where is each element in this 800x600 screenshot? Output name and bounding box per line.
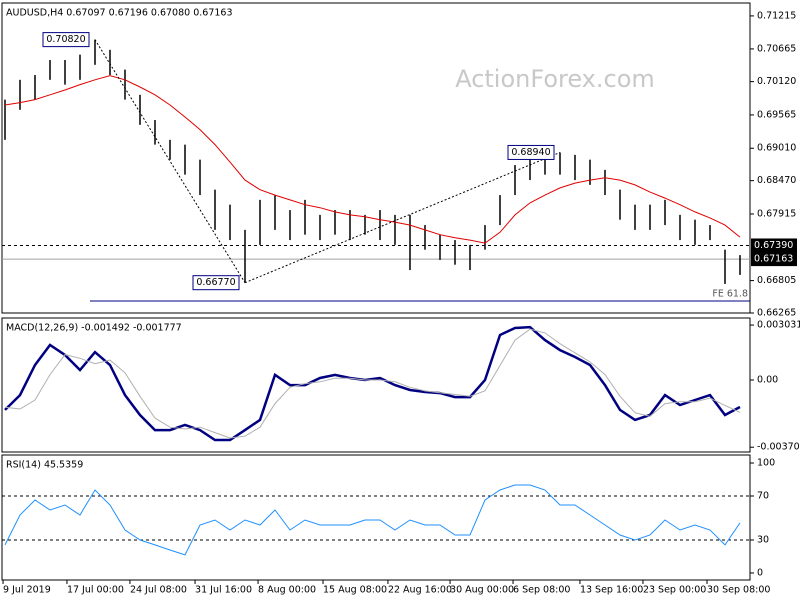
annotation-box xyxy=(42,32,90,48)
series-line xyxy=(4,484,741,556)
y-tick-label: 0.00 xyxy=(757,375,778,386)
panel-title: MACD(12,26,9) -0.001492 -0.001777 xyxy=(6,323,182,334)
x-tick-label: 17 Jul 00:00 xyxy=(67,585,124,596)
y-tick-label: 0.003031 xyxy=(757,320,800,331)
panel-frame xyxy=(1,2,751,314)
x-tick-label: 30 Sep 08:00 xyxy=(707,585,770,596)
series-line xyxy=(4,325,741,442)
y-tick-label: 30 xyxy=(757,534,769,545)
y-tick-label: 100 xyxy=(757,458,775,469)
y-tick-label: 0.70665 xyxy=(757,43,796,54)
panel-frame xyxy=(1,454,751,581)
x-tick-label: 23 Sep 00:00 xyxy=(643,585,706,596)
x-tick-label: 15 Aug 08:00 xyxy=(323,585,387,596)
y-tick-label: 0.67915 xyxy=(757,208,796,219)
level-box xyxy=(751,252,797,267)
y-tick-label: 0 xyxy=(757,567,763,578)
level-box xyxy=(751,238,797,253)
y-tick-label: 70 xyxy=(757,491,769,502)
watermark: ActionForex.com xyxy=(455,65,655,93)
y-tick-label: 0.69010 xyxy=(757,143,796,154)
fib-line xyxy=(244,151,561,284)
panel-title: RSI(14) 45.5359 xyxy=(6,460,83,471)
series-line xyxy=(4,75,741,244)
x-tick-label: 22 Aug 16:00 xyxy=(388,585,452,596)
panel-frame xyxy=(1,317,751,453)
x-tick-label: 31 Jul 16:00 xyxy=(195,585,252,596)
y-tick-label: 0.70120 xyxy=(757,76,796,87)
panel-title: AUDUSD,H4 0.67097 0.67196 0.67080 0.6716… xyxy=(6,8,233,19)
x-tick-label: 30 Aug 00:00 xyxy=(450,585,514,596)
y-tick-label: 0.71215 xyxy=(757,10,796,21)
annotation-label: 0.68940 xyxy=(511,147,550,158)
y-tick-label: 0.68470 xyxy=(757,175,796,186)
series-line xyxy=(4,328,741,439)
annotation-box xyxy=(192,275,240,291)
annotation-label: 0.70820 xyxy=(46,34,85,45)
annotation-label: 0.66770 xyxy=(196,277,235,288)
annotation-box xyxy=(507,144,555,160)
x-tick-label: 24 Jul 08:00 xyxy=(130,585,187,596)
x-tick-label: 8 Aug 00:00 xyxy=(258,585,316,596)
x-tick-label: 9 Jul 2019 xyxy=(3,585,51,596)
fe-label: FE 61.8 xyxy=(712,288,748,299)
y-tick-label: 0.66805 xyxy=(757,275,796,286)
y-tick-label: -0.003706 xyxy=(757,442,800,453)
x-tick-label: 13 Sep 16:00 xyxy=(580,585,643,596)
level-label: 0.67163 xyxy=(754,254,793,265)
y-tick-label: 0.69565 xyxy=(757,109,796,120)
level-label: 0.67390 xyxy=(754,240,793,251)
x-tick-label: 6 Sep 08:00 xyxy=(513,585,570,596)
y-tick-label: 0.66265 xyxy=(757,308,796,319)
